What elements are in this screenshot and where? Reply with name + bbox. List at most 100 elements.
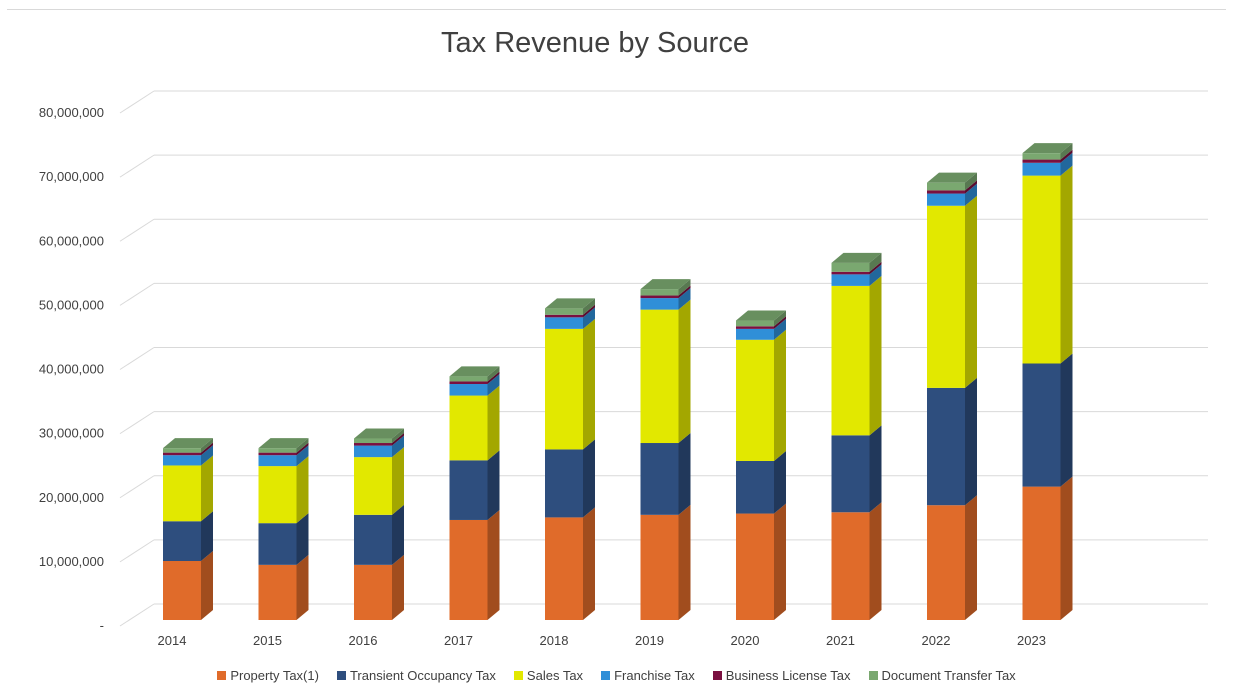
bar-segment-side <box>774 310 786 327</box>
bar-top <box>927 172 977 183</box>
y-tick-label: 40,000,000 <box>39 362 104 377</box>
x-tick-label: 2014 <box>158 633 187 648</box>
bar-segment-1 <box>927 387 965 506</box>
bar-segment-0 <box>354 564 392 620</box>
bar-top <box>736 310 786 321</box>
bar-segment-side <box>1060 152 1073 176</box>
gridline-depth <box>119 411 155 435</box>
legend: Property Tax(1) Transient Occupancy Tax Sa… <box>0 668 1233 683</box>
bar-top <box>545 298 595 309</box>
bar-segment-side <box>678 288 691 310</box>
bar-segment-side <box>392 504 404 565</box>
bar-segment-2 <box>449 395 488 461</box>
bar-segment-5 <box>258 448 297 453</box>
x-axis-tick-labels: 2014 2015 2016 2017 2018 2019 2020 2021 2022 2023 <box>158 633 1046 648</box>
bar-segment-side <box>487 385 500 461</box>
bars <box>163 143 1073 620</box>
chart-title: Tax Revenue by Source <box>441 27 749 59</box>
legend-swatch <box>868 671 878 680</box>
bar-segment-side <box>965 377 977 506</box>
bar-segment-4 <box>545 314 583 318</box>
bar-segment-side <box>392 435 404 458</box>
bar-segment-side <box>583 439 595 518</box>
gridline-depth <box>119 154 155 178</box>
bar-segment-4 <box>927 190 965 194</box>
bar-segment-side <box>201 438 213 453</box>
bar-segment-side <box>201 442 213 456</box>
bar-segment-4 <box>640 295 679 299</box>
bar-segment-3 <box>163 455 201 466</box>
bar-segment-side <box>965 495 977 620</box>
gridline-depth <box>119 603 155 627</box>
bar-segment-side <box>583 298 595 315</box>
bar-segment-side <box>296 554 309 620</box>
bar-segment-side <box>678 433 691 515</box>
bar-top <box>163 438 213 449</box>
bar-segment-side <box>296 438 309 453</box>
y-axis-tick-labels: - 10,000,000 20,000,000 30,000,000 40,000,00… <box>39 105 104 633</box>
y-tick-label: 70,000,000 <box>39 169 104 184</box>
bar-segment-side <box>392 428 404 444</box>
legend-item: Business License Tax <box>712 668 851 683</box>
bar-segment-3 <box>449 384 488 396</box>
bar-segment-side <box>487 450 500 520</box>
bar-segment-1 <box>354 514 392 565</box>
bar-segment-1 <box>640 443 679 515</box>
legend-label: Document Transfer Tax <box>881 668 1016 683</box>
bar-segment-3 <box>927 193 965 206</box>
bar-segment-0 <box>927 505 965 620</box>
bar-segment-3 <box>354 445 392 458</box>
bar-segment-side <box>774 450 786 514</box>
bar-segment-side <box>583 304 595 318</box>
x-tick-label: 2018 <box>540 633 569 648</box>
bar-segment-side <box>296 456 309 524</box>
x-tick-label: 2020 <box>731 633 760 648</box>
bar-segment-3 <box>258 455 297 467</box>
y-tick-label: 80,000,000 <box>39 105 104 120</box>
bar-segment-2 <box>927 205 965 388</box>
bar-segment-side <box>487 371 500 385</box>
bar-stack-2018 <box>545 298 595 620</box>
bar-top <box>640 279 691 290</box>
bar-stack-2014 <box>163 438 213 620</box>
bar-segment-side <box>1060 149 1073 163</box>
bar-top <box>258 438 309 449</box>
bar-segment-side <box>201 445 213 466</box>
bar-segment-5 <box>831 262 870 272</box>
bar-segment-side <box>774 503 786 620</box>
gridline-depth <box>119 347 155 370</box>
x-tick-label: 2023 <box>1017 633 1046 648</box>
legend-label: Business License Tax <box>725 668 851 683</box>
legend-item: Property Tax(1) <box>217 668 319 683</box>
bar-segment-side <box>869 425 882 513</box>
bar-segment-side <box>583 318 595 450</box>
bar-segment-side <box>774 329 786 461</box>
legend-swatch <box>601 671 611 680</box>
legend-label: Franchise Tax <box>614 668 695 683</box>
bar-stack-2023 <box>1022 143 1073 620</box>
bar-segment-4 <box>354 443 392 446</box>
bar-segment-side <box>201 551 213 620</box>
bar-segment-side <box>965 180 977 194</box>
legend-item: Franchise Tax <box>601 668 695 683</box>
bar-segment-side <box>678 299 691 444</box>
bar-segment-side <box>965 172 977 191</box>
bar-segment-side <box>678 279 691 296</box>
bar-stack-2016 <box>354 428 404 620</box>
bar-segment-0 <box>640 514 679 620</box>
bar-segment-side <box>583 307 595 329</box>
bar-segment-1 <box>831 435 870 513</box>
bar-segment-5 <box>736 320 774 327</box>
bar-segment-1 <box>449 460 488 520</box>
legend-label: Sales Tax <box>526 668 584 683</box>
bar-segment-0 <box>831 512 870 620</box>
bar-segment-side <box>296 445 309 467</box>
bar-segment-1 <box>258 523 297 565</box>
bar-segment-2 <box>1022 175 1061 364</box>
bar-segment-side <box>201 511 213 562</box>
x-tick-label: 2016 <box>349 633 378 648</box>
bar-segment-side <box>678 285 691 299</box>
y-tick-label: 10,000,000 <box>39 554 104 569</box>
legend-item: Sales Tax <box>513 668 584 683</box>
bar-segment-1 <box>736 460 774 514</box>
